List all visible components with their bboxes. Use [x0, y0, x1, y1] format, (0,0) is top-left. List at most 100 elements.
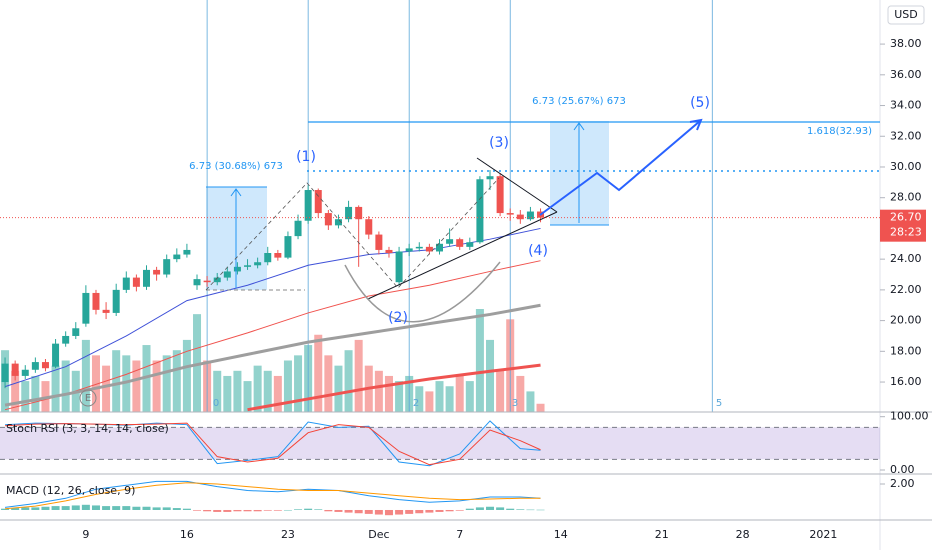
marker-label: 2	[413, 398, 419, 409]
histogram-bar	[364, 509, 373, 514]
volume-bar	[61, 360, 70, 412]
candle-body	[324, 213, 332, 226]
currency[interactable]: USD	[894, 8, 918, 21]
histogram-bar	[516, 509, 525, 510]
trendline	[367, 211, 558, 300]
volume-bar	[112, 350, 121, 412]
histogram-bar	[304, 508, 313, 510]
histogram-bar	[132, 506, 141, 510]
volume-bar	[344, 350, 353, 412]
measure-label: 6.73 (25.67%) 673	[532, 96, 626, 107]
wave-label: (2)	[388, 310, 408, 326]
fib-label: 1.618(32.93)	[807, 126, 872, 137]
candle-body	[466, 242, 474, 247]
histogram-bar	[334, 509, 343, 512]
volume-bar	[526, 391, 535, 412]
histogram-bar	[213, 509, 222, 512]
candle-body	[153, 269, 161, 275]
histogram-bar	[61, 506, 70, 510]
y-tick-label: 24.00	[890, 252, 922, 265]
volume-bar	[91, 355, 100, 412]
histogram-bar	[506, 508, 515, 510]
candle-body	[334, 219, 342, 226]
histogram-bar	[51, 506, 60, 510]
histogram-bar	[415, 509, 424, 514]
indicator-title: MACD (12, 26, close, 9)	[6, 484, 135, 497]
x-tick-label: 2021	[809, 528, 837, 541]
volume-bar	[536, 403, 545, 412]
candle-body	[1, 363, 9, 383]
marker-label: 3	[512, 398, 518, 409]
y-tick-label: 30.00	[890, 160, 922, 173]
candle-body	[496, 176, 504, 214]
candle-body	[415, 246, 423, 249]
histogram-bar	[273, 509, 282, 511]
band	[0, 427, 880, 460]
histogram-bar	[405, 509, 414, 514]
candle-body	[142, 269, 150, 287]
candle-body	[11, 363, 19, 376]
candle-body	[92, 292, 100, 310]
series-line	[5, 482, 541, 510]
wave-label: (5)	[690, 95, 710, 111]
histogram-bar	[102, 506, 111, 510]
volume-bar	[324, 355, 333, 412]
candle-body	[244, 265, 252, 267]
candle-body	[41, 362, 49, 369]
candle-body	[254, 262, 262, 266]
volume-bar	[486, 339, 495, 412]
arrow-head	[689, 118, 703, 131]
histogram-bar	[445, 509, 454, 512]
histogram-bar	[152, 507, 161, 510]
histogram-bar	[344, 509, 353, 513]
candle-body	[183, 249, 191, 255]
volume-bar	[445, 386, 454, 412]
volume-bar	[455, 375, 464, 412]
x-tick-label: 23	[281, 528, 295, 541]
histogram-bar	[374, 509, 383, 515]
volume-bar	[496, 370, 505, 412]
currency-box[interactable]	[887, 5, 925, 25]
y-tick-label: 28.00	[890, 191, 922, 204]
volume-bar	[152, 360, 161, 412]
cup-arc	[344, 261, 501, 323]
wave-path	[205, 177, 500, 291]
histogram-bar	[455, 509, 464, 511]
x-tick-label: 14	[554, 528, 568, 541]
volume-bar	[314, 334, 323, 412]
histogram-bar	[435, 509, 444, 512]
histogram-bar	[203, 509, 212, 512]
series-line	[247, 363, 541, 412]
histogram-bar	[142, 506, 151, 510]
candle-body	[304, 190, 312, 221]
histogram-bar	[11, 508, 20, 510]
histogram-bar	[21, 507, 30, 510]
candle-body	[345, 206, 353, 220]
y-tick-label: 22.00	[890, 283, 922, 296]
volume-bar	[384, 375, 393, 412]
y-tick-label: 32.00	[890, 129, 922, 142]
candle-body	[193, 279, 201, 286]
histogram-bar	[112, 506, 121, 510]
candle-body	[62, 335, 70, 344]
candle-body	[122, 277, 130, 290]
volume-bar	[142, 345, 151, 412]
volume-bar	[21, 381, 30, 412]
candle-body	[52, 343, 60, 367]
countdown: 28:23	[890, 226, 922, 239]
last-price-label: 26.70	[890, 211, 922, 224]
histogram-bar	[314, 509, 323, 510]
y-tick-label: 34.00	[890, 99, 922, 112]
candle-body	[405, 248, 413, 252]
volume-bar	[193, 314, 202, 412]
y-tick-label: 2.00	[890, 477, 915, 490]
candle-body	[132, 277, 140, 287]
histogram-bar	[193, 509, 202, 511]
candle-body	[456, 239, 464, 247]
volume-bar	[243, 381, 252, 412]
volume-bar	[31, 375, 40, 412]
y-tick-label: 100.00	[890, 410, 929, 423]
volume-bar	[102, 365, 111, 412]
series-line	[4, 480, 541, 508]
